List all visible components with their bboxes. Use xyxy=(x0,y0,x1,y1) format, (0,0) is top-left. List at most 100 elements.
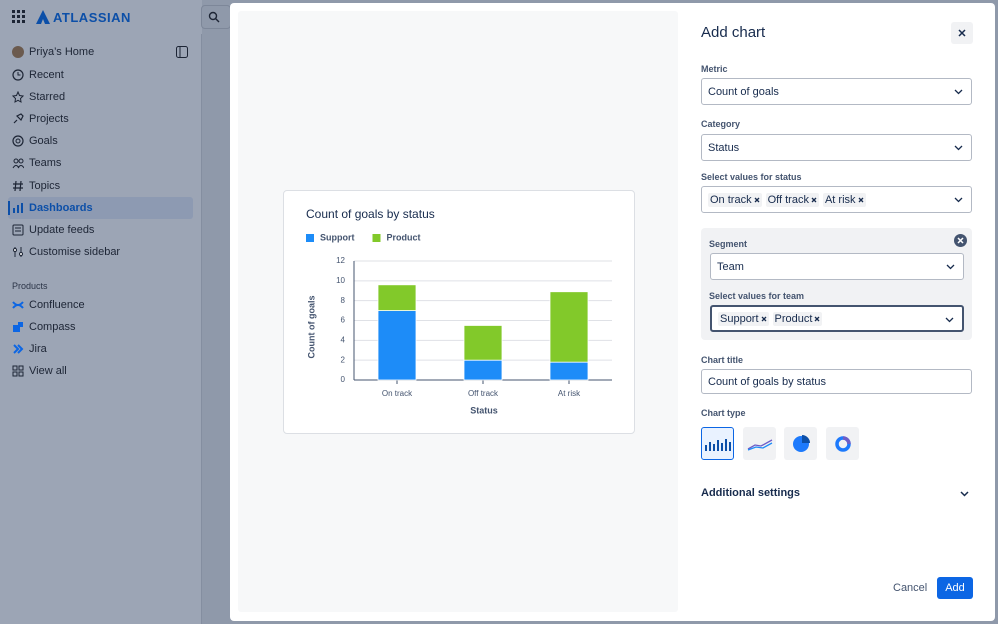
tag-remove[interactable] xyxy=(754,197,760,203)
field-label: Select values for status xyxy=(701,172,802,182)
close-button[interactable] xyxy=(951,22,973,44)
nav-label: Teams xyxy=(29,157,62,169)
chevron xyxy=(945,317,954,323)
nav-label: Dashboards xyxy=(29,202,93,214)
nav-item[interactable]: Confluence xyxy=(12,295,85,315)
x-tick-label: At risk xyxy=(558,389,581,398)
nav-item[interactable]: Customise sidebar xyxy=(12,242,120,262)
chevron xyxy=(954,197,963,203)
tag[interactable]: Product xyxy=(772,311,823,326)
legend-swatch xyxy=(306,234,314,242)
tag[interactable]: Support xyxy=(718,311,769,326)
input-value: Count of goals by status xyxy=(708,375,827,388)
close-icon xyxy=(958,29,966,37)
field-label: Select values for team xyxy=(709,291,805,301)
nav-label: Recent xyxy=(29,69,64,81)
search[interactable] xyxy=(201,5,231,29)
bar-segment xyxy=(463,325,503,361)
chevron[interactable] xyxy=(960,491,969,497)
remove-segment[interactable] xyxy=(954,234,967,247)
logo: ATLASSIAN xyxy=(53,10,131,25)
legend-swatch xyxy=(372,234,381,242)
nav-item[interactable]: Update feeds xyxy=(12,220,94,240)
nav-item[interactable]: Recent xyxy=(12,65,64,85)
chart-type-donut[interactable] xyxy=(826,427,859,460)
y-tick-label: 6 xyxy=(341,316,346,325)
section-toggle[interactable]: Additional settings xyxy=(701,487,800,499)
nav-label: Goals xyxy=(29,135,58,147)
sidebar: ATLASSIAN Priya’s Home Recent Starred Pr… xyxy=(0,0,231,624)
nav-item[interactable]: Compass xyxy=(12,317,75,337)
nav-item[interactable]: Priya’s Home xyxy=(12,42,94,62)
field-label: Metric xyxy=(701,64,728,74)
chevron xyxy=(946,264,955,270)
nav-label: Topics xyxy=(29,180,61,192)
logo-icon xyxy=(36,10,50,24)
chevron xyxy=(954,89,963,95)
nav-icon xyxy=(12,224,24,236)
y-tick-label: 4 xyxy=(341,335,346,344)
tag-label: Support xyxy=(720,312,759,325)
nav-item[interactable]: Jira xyxy=(12,339,47,359)
bar-segment xyxy=(377,310,417,381)
nav-item[interactable]: Topics xyxy=(12,176,60,196)
nav-icon xyxy=(13,247,23,257)
chart-type-bar[interactable] xyxy=(701,427,734,460)
bar-segment xyxy=(377,284,417,311)
tag-remove[interactable] xyxy=(761,316,767,322)
tag[interactable]: At risk xyxy=(822,192,866,207)
product-icon xyxy=(13,344,24,354)
select[interactable]: Team xyxy=(710,253,964,280)
tag-label: Off track xyxy=(767,193,809,206)
select[interactable]: Count of goals xyxy=(701,78,972,105)
nav-label: Starred xyxy=(29,91,66,103)
bar-segment xyxy=(463,359,503,381)
chart: Count of goals by status Status Count of… xyxy=(306,207,612,415)
nav-icon xyxy=(12,135,24,147)
nav-active-bg xyxy=(8,197,193,219)
avatar xyxy=(12,46,24,58)
donut-icon xyxy=(834,435,851,452)
chevron xyxy=(954,145,963,151)
tag[interactable]: Off track xyxy=(765,192,819,207)
x-tick-label: On track xyxy=(382,389,413,398)
cancel-button[interactable]: Cancel xyxy=(893,582,928,594)
tag-label: At risk xyxy=(824,193,856,206)
pie-icon xyxy=(792,434,810,452)
nav-item[interactable]: View all xyxy=(12,361,67,381)
tag[interactable]: On track xyxy=(708,192,762,207)
text-input[interactable]: Count of goals by status xyxy=(701,369,972,394)
select[interactable]: Status xyxy=(701,134,972,161)
bar-icon xyxy=(704,438,731,451)
chart-type-line[interactable] xyxy=(743,427,776,460)
tag-remove[interactable] xyxy=(814,316,820,322)
nav-icon xyxy=(12,91,24,103)
nav-icon xyxy=(13,113,24,124)
y-tick-label: 8 xyxy=(341,296,346,305)
nav-item[interactable]: Teams xyxy=(12,153,61,173)
nav-item[interactable]: Projects xyxy=(12,109,69,129)
tag-remove[interactable] xyxy=(858,197,864,203)
nav-icon xyxy=(12,69,24,81)
y-tick-label: 0 xyxy=(341,375,346,384)
nav-icon xyxy=(12,158,24,169)
search-icon xyxy=(208,11,220,23)
line-icon xyxy=(747,438,772,451)
multi-select[interactable]: Support Product xyxy=(710,305,964,332)
chart-type-pie[interactable] xyxy=(784,427,817,460)
nav-label: Confluence xyxy=(29,299,85,311)
y-axis-label: Count of goals xyxy=(306,296,316,359)
field-label: Category xyxy=(701,119,741,129)
nav-item[interactable]: Starred xyxy=(12,87,65,107)
add-button[interactable]: Add xyxy=(937,577,973,599)
app-switcher[interactable] xyxy=(12,10,26,24)
multi-select[interactable]: On track Off track At risk xyxy=(701,186,972,213)
add-label: Add xyxy=(945,582,965,594)
tag-remove[interactable] xyxy=(811,197,817,203)
nav-icon xyxy=(12,365,24,377)
y-tick-label: 12 xyxy=(336,256,345,265)
nav-item[interactable]: Dashboards xyxy=(12,198,93,218)
collapse-icon[interactable] xyxy=(176,46,188,58)
nav-item[interactable]: Goals xyxy=(12,131,58,151)
